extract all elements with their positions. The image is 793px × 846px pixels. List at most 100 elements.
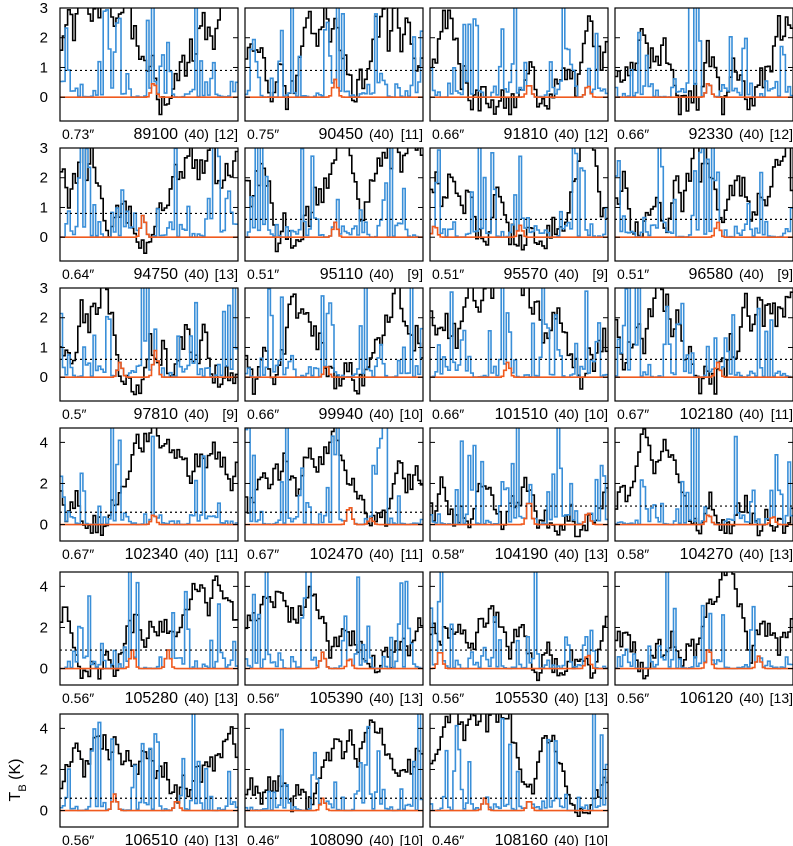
beam-size-label: 0.56″ [617, 690, 649, 706]
panel-frame [614, 571, 793, 686]
beam-size-label: 0.56″ [432, 690, 464, 706]
species-model-spectrum [615, 361, 793, 378]
panel-frame [429, 713, 609, 828]
width-label: (40) [184, 546, 209, 562]
beam-size-label: 0.51″ [617, 266, 649, 282]
width-label: (40) [369, 832, 394, 846]
species-model-spectrum [245, 221, 423, 238]
width-label: (40) [184, 832, 209, 846]
frequency-label: 102470 [310, 546, 363, 563]
spectrum-panel-92330: 0.66″ 92330 (40) [12] [614, 7, 793, 143]
observed-spectrum [60, 575, 238, 680]
width-label: (40) [739, 406, 764, 422]
reference-label: [9] [407, 266, 423, 282]
width-label: (40) [739, 546, 764, 562]
observed-spectrum [245, 428, 423, 527]
width-label: (40) [554, 406, 579, 422]
spectrum-panel-101510: 0.66″ 101510 (40) [10] [429, 287, 609, 423]
total-model-spectrum [430, 428, 608, 526]
species-model-spectrum [430, 85, 608, 98]
beam-size-label: 0.66″ [617, 126, 649, 142]
reference-label: [11] [401, 126, 423, 142]
y-tick-label: 0 [40, 661, 48, 678]
total-model-spectrum [430, 8, 608, 98]
observed-spectrum [60, 148, 238, 254]
frequency-label: 95110 [320, 266, 363, 283]
reference-label: [10] [400, 406, 423, 422]
spectrum-panel-95110: 0.51″ 95110 (40) [9] [244, 147, 424, 283]
beam-size-label: 0.73″ [62, 126, 94, 142]
total-model-spectrum [430, 288, 608, 378]
reference-label: [11] [216, 546, 238, 562]
spectrum-panel-99940: 0.66″ 99940 (40) [10] [244, 287, 424, 423]
panel-frame [244, 713, 424, 828]
total-model-spectrum [615, 572, 793, 670]
reference-label: [13] [770, 690, 793, 706]
observed-spectrum [245, 288, 423, 395]
beam-size-label: 0.67″ [617, 406, 649, 422]
frequency-label: 108090 [310, 832, 363, 846]
species-model-spectrum [430, 652, 608, 670]
frequency-label: 105280 [125, 690, 178, 707]
y-tick-label: 0 [40, 229, 48, 246]
panel-frame [614, 427, 793, 542]
total-model-spectrum [60, 8, 238, 98]
y-axis-label: TB (K) [7, 759, 29, 802]
y-tick-label: 2 [40, 761, 48, 778]
spectrum-panel-102470: 0.67″ 102470 (40) [11] [244, 427, 424, 563]
y-tick-label: 0 [40, 803, 48, 820]
y-tick-label: 4 [40, 578, 48, 595]
panel-frame [59, 713, 239, 828]
frequency-label: 95570 [504, 266, 549, 283]
species-model-spectrum [245, 507, 423, 526]
reference-label: [10] [400, 832, 423, 846]
beam-size-label: 0.5″ [62, 406, 86, 422]
y-tick-label: 1 [40, 59, 48, 76]
species-model-spectrum [615, 649, 793, 670]
y-tick-label: 0 [40, 89, 48, 106]
species-model-spectrum [60, 83, 238, 98]
reference-label: [13] [770, 546, 793, 562]
frequency-label: 92330 [689, 126, 734, 143]
spectrum-panel-102340: 0 2 4 0.67″ 102340 (40) [11] [40, 427, 239, 563]
spectrum-panel-97810: 0 1 2 3 0.5″ 97810 (40) [9] [40, 280, 239, 423]
species-model-spectrum [615, 83, 793, 98]
width-label: (40) [739, 690, 764, 706]
total-model-spectrum [245, 714, 423, 812]
frequency-label: 108160 [495, 832, 548, 846]
reference-label: [9] [777, 266, 793, 282]
spectrum-panel-105280: 0 2 4 0.56″ 105280 (40) [13] [40, 571, 239, 707]
spectrum-panel-106510: 0 2 4 0.56″ 106510 (40) [13] [40, 713, 239, 846]
observed-spectrum [60, 428, 238, 536]
panel-frame [244, 147, 424, 262]
beam-size-label: 0.51″ [432, 266, 464, 282]
spectrum-panel-102180: 0.67″ 102180 (40) [11] [614, 287, 793, 423]
frequency-label: 89100 [134, 126, 179, 143]
width-label: (40) [369, 266, 394, 282]
frequency-label: 99940 [319, 406, 364, 423]
reference-label: [10] [585, 406, 608, 422]
species-model-spectrum [60, 214, 238, 238]
species-model-spectrum [430, 224, 608, 238]
reference-label: [11] [771, 406, 793, 422]
species-model-spectrum [60, 793, 238, 812]
species-model-spectrum [245, 366, 423, 378]
panel-grid: 0 1 2 3 0.73″ 89100 (40) [12] 0.75″ 90450 (40) [11]… [40, 0, 793, 846]
total-model-spectrum [430, 714, 608, 812]
observed-spectrum [430, 605, 608, 682]
beam-size-label: 0.67″ [247, 546, 279, 562]
spectrum-panel-90450: 0.75″ 90450 (40) [11] [244, 7, 424, 143]
width-label: (40) [184, 406, 209, 422]
spectrum-panel-95570: 0.51″ 95570 (40) [9] [429, 147, 609, 283]
reference-label: [13] [215, 266, 238, 282]
panel-frame [244, 427, 424, 542]
beam-size-label: 0.56″ [247, 690, 279, 706]
panel-frame [614, 147, 793, 262]
y-tick-label: 1 [40, 199, 48, 216]
observed-spectrum [430, 714, 608, 817]
y-tick-label: 2 [40, 30, 48, 47]
panel-frame [244, 571, 424, 686]
y-tick-label: 4 [40, 720, 48, 737]
beam-size-label: 0.56″ [62, 832, 94, 846]
width-label: (40) [184, 690, 209, 706]
